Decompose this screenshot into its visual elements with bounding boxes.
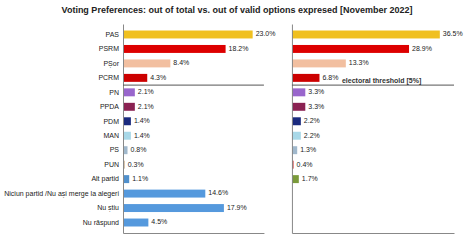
y-tick: PS xyxy=(110,146,123,153)
data-label: 2.2% xyxy=(304,117,320,124)
bar xyxy=(292,175,299,183)
bar xyxy=(292,45,409,53)
bar xyxy=(123,74,147,82)
y-tick: Nu răspund xyxy=(83,219,123,227)
y-tick: PCRM xyxy=(98,74,123,81)
bar xyxy=(292,132,301,140)
data-labels: 23.0% 18.2% 8.4% 4.3% 2.1% 2.1% 1.4% 1.4% 0.8% 0.… xyxy=(128,30,276,225)
chart: Voting Preferences: out of total vs. out… xyxy=(0,0,474,245)
bar xyxy=(123,59,170,67)
data-labels: 36.5% 28.9% 13.3% 6.8% 3.3% 3.3% 2.2% 2.2% 1.3% 0… xyxy=(297,30,463,182)
panel: 23.0% 18.2% 8.4% 4.3% 2.1% 2.1% 1.4% 1.4% 0.8% 0.… xyxy=(4,25,275,234)
data-label: 18.2% xyxy=(229,45,249,52)
bar xyxy=(123,219,148,227)
bar xyxy=(292,103,305,111)
title: Voting Preferences: out of total vs. out… xyxy=(62,5,413,15)
y-tick: MAN xyxy=(103,132,123,139)
data-label: 1.3% xyxy=(300,146,316,153)
bar xyxy=(123,45,226,53)
bar xyxy=(292,117,301,125)
data-label: 1.1% xyxy=(132,175,148,182)
bar xyxy=(123,103,135,111)
y-tick-label: PDM xyxy=(103,118,119,125)
threshold-line xyxy=(123,85,264,86)
data-label: 3.3% xyxy=(308,88,324,95)
data-label: 4.3% xyxy=(150,74,166,81)
y-tick: Niciun partid /Nu ași merge la alegeri xyxy=(4,190,123,198)
y-tick: PPDA xyxy=(100,103,123,110)
bar xyxy=(123,204,224,212)
bar xyxy=(292,74,320,82)
y-tick-label: PAS xyxy=(106,31,120,38)
data-label: 1.4% xyxy=(134,132,150,139)
data-label: 0.8% xyxy=(131,146,147,153)
y-tick-label: Nu știu xyxy=(97,204,119,212)
x-axis-line xyxy=(124,233,265,234)
y-tick-label: MAN xyxy=(103,132,119,139)
y-tick: PAS xyxy=(106,31,124,38)
y-axis-line xyxy=(123,25,124,234)
data-label: 6.8% xyxy=(322,74,338,81)
data-label: 0.3% xyxy=(128,161,144,168)
data-label: 2.2% xyxy=(304,132,320,139)
threshold-line xyxy=(292,85,454,86)
bar xyxy=(123,190,205,198)
y-tick-label: PN xyxy=(109,89,119,96)
annotation: electoral threshold [5%] xyxy=(342,77,421,85)
x-axis xyxy=(292,233,454,234)
data-label: 23.0% xyxy=(256,30,276,37)
y-tick: PDM xyxy=(103,118,123,125)
data-label: 3.3% xyxy=(308,103,324,110)
data-label: 17.9% xyxy=(227,204,247,211)
y-tick-label: PSRM xyxy=(99,45,119,52)
y-tick: PN xyxy=(109,89,123,96)
y-axis: PAS PSRM PȘor PCRM PN PPDA PDM MAN PS PUN Alt part… xyxy=(4,25,123,234)
bar xyxy=(292,31,440,39)
y-tick-label: PCRM xyxy=(98,74,119,81)
data-label: 2.1% xyxy=(138,88,154,95)
y-axis xyxy=(291,25,293,234)
bar xyxy=(292,88,305,96)
bar xyxy=(123,88,135,96)
y-tick: PUN xyxy=(104,161,123,168)
bar xyxy=(123,132,131,140)
y-tick: PSRM xyxy=(99,45,123,52)
y-tick-label: PPDA xyxy=(100,103,119,110)
data-label: 28.9% xyxy=(412,45,432,52)
y-tick: Alt partid xyxy=(91,175,123,183)
y-tick-label: PȘor xyxy=(103,60,119,68)
y-tick-label: Nu răspund xyxy=(83,219,119,227)
data-label: 0.4% xyxy=(297,161,313,168)
data-label: 1.7% xyxy=(302,175,318,182)
bar xyxy=(292,59,346,67)
data-label: 13.3% xyxy=(349,59,369,66)
bars xyxy=(292,31,440,184)
data-label: 36.5% xyxy=(443,30,463,37)
data-label: 1.4% xyxy=(134,117,150,124)
y-tick-label: PS xyxy=(110,146,120,153)
data-label: 2.1% xyxy=(138,103,154,110)
bar xyxy=(123,117,131,125)
y-tick-label: Alt partid xyxy=(91,175,119,183)
y-tick: PȘor xyxy=(103,60,123,68)
data-label: 8.4% xyxy=(173,59,189,66)
data-label: 4.5% xyxy=(151,218,167,225)
panel: 36.5% 28.9% 13.3% 6.8% 3.3% 3.3% 2.2% 2.2% 1.3% 0… xyxy=(292,25,463,234)
x-axis-line xyxy=(292,233,454,234)
bars xyxy=(123,31,253,227)
x-axis xyxy=(124,233,265,234)
data-label: 14.6% xyxy=(208,189,228,196)
y-tick-label: Niciun partid /Nu ași merge la alegeri xyxy=(4,190,119,198)
y-tick: Nu știu xyxy=(97,204,123,212)
bar xyxy=(123,31,253,39)
y-axis-line xyxy=(292,25,293,234)
y-tick-label: PUN xyxy=(104,161,119,168)
